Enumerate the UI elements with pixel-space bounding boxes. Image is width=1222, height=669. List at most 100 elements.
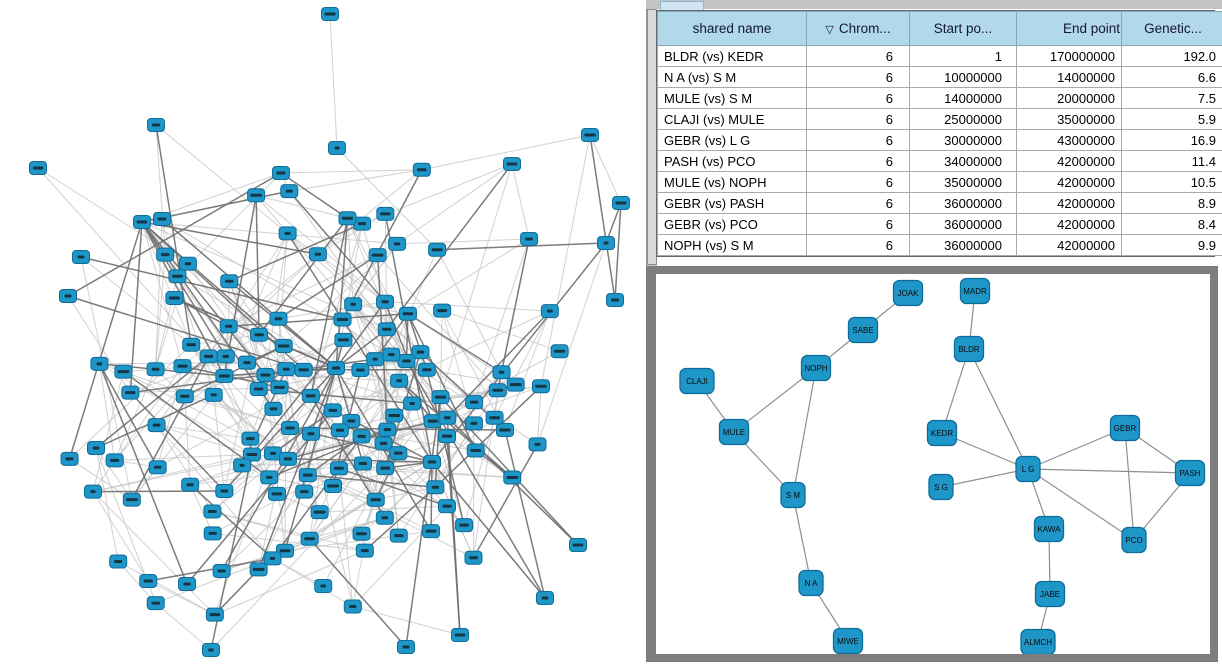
network-node[interactable] [277, 362, 296, 377]
network-node[interactable] [378, 422, 397, 437]
network-node[interactable] [330, 423, 349, 438]
network-edge-SM-NA[interactable] [792, 494, 812, 584]
network-node[interactable] [87, 441, 105, 455]
sub-network-canvas[interactable]: JOAK MADR SABE BLDR NOPH CLAJI MULE KEDR GEBR L G… [656, 274, 1210, 654]
network-node-SABE[interactable]: SABE [847, 316, 879, 344]
table-row[interactable]: BLDR (vs) KEDR 6 1 170000000 192.0 [657, 45, 1222, 67]
filter-icon[interactable]: ▽ [825, 24, 834, 36]
network-node[interactable] [153, 212, 171, 226]
network-node[interactable] [146, 596, 165, 611]
network-node[interactable] [278, 226, 297, 241]
table-cell[interactable]: 36000000 [909, 213, 1017, 235]
network-node[interactable] [455, 518, 474, 533]
network-edge-SG-LG[interactable] [940, 468, 1029, 488]
network-node-ALMCH[interactable]: ALMCH [1020, 628, 1056, 655]
network-node[interactable] [377, 322, 396, 337]
network-node[interactable] [249, 382, 268, 397]
network-node[interactable] [329, 461, 348, 476]
network-node[interactable] [264, 401, 283, 416]
network-node[interactable] [181, 477, 200, 492]
table-cell[interactable]: GEBR (vs) PASH [657, 192, 807, 214]
table-cell[interactable]: 8.4 [1121, 213, 1222, 235]
network-node[interactable] [355, 543, 374, 558]
network-node[interactable] [569, 538, 587, 552]
network-node[interactable] [385, 408, 404, 423]
table-top-scrollbar-track[interactable] [646, 0, 1222, 9]
table-cell[interactable]: 6 [806, 150, 910, 172]
table-cell[interactable]: 14000000 [909, 87, 1017, 109]
table-row[interactable]: PASH (vs) PCO 6 34000000 42000000 11.4 [657, 150, 1222, 172]
network-node[interactable] [581, 128, 599, 142]
network-node[interactable] [343, 599, 362, 614]
network-node[interactable] [215, 369, 234, 384]
network-node-LG[interactable]: L G [1015, 455, 1041, 483]
network-node[interactable] [121, 385, 140, 400]
table-cell[interactable]: 20000000 [1016, 87, 1122, 109]
network-node-KAWA[interactable]: KAWA [1033, 515, 1065, 543]
table-cell[interactable]: MULE (vs) S M [657, 87, 807, 109]
network-node[interactable] [451, 628, 469, 642]
network-node[interactable] [105, 453, 124, 468]
network-node[interactable] [389, 528, 408, 543]
network-node[interactable] [301, 388, 320, 403]
table-row[interactable]: GEBR (vs) PCO 6 36000000 42000000 8.4 [657, 213, 1222, 235]
network-node[interactable] [506, 377, 525, 392]
network-node[interactable] [263, 551, 282, 566]
network-node[interactable] [109, 554, 128, 569]
column-header-endpoint[interactable]: End point [1016, 11, 1122, 46]
network-node[interactable] [173, 359, 192, 374]
network-node[interactable] [520, 231, 539, 246]
network-node[interactable] [168, 269, 187, 284]
network-edge-BLDR-LG[interactable] [968, 348, 1029, 470]
table-cell[interactable]: 6 [806, 66, 910, 88]
network-edge-BLDR-KEDR[interactable] [941, 348, 970, 434]
network-node[interactable] [122, 492, 141, 507]
network-node[interactable] [269, 311, 288, 326]
network-node[interactable] [352, 526, 371, 541]
network-node-GEBR[interactable]: GEBR [1109, 414, 1141, 442]
network-node[interactable] [503, 157, 521, 171]
network-node[interactable] [249, 562, 268, 577]
table-cell[interactable]: PASH (vs) PCO [657, 150, 807, 172]
network-node[interactable] [397, 640, 415, 654]
network-node[interactable] [376, 461, 395, 476]
network-node[interactable] [212, 563, 231, 578]
network-node[interactable] [597, 236, 615, 250]
network-node[interactable] [294, 362, 313, 377]
table-cell[interactable]: NOPH (vs) S M [657, 234, 807, 256]
network-node[interactable] [133, 215, 151, 229]
table-cell[interactable]: N A (vs) S M [657, 66, 807, 88]
network-node[interactable] [412, 162, 431, 177]
network-node[interactable] [274, 338, 293, 353]
table-cell[interactable]: 42000000 [1016, 234, 1122, 256]
table-cell[interactable]: BLDR (vs) KEDR [657, 45, 807, 67]
network-node[interactable] [344, 297, 363, 312]
network-node[interactable] [237, 355, 256, 370]
column-header-chrom[interactable]: ▽ Chrom... [806, 11, 910, 46]
table-cell[interactable]: 6 [806, 108, 910, 130]
network-node[interactable] [612, 196, 630, 210]
network-view-main[interactable] [0, 0, 648, 669]
network-node[interactable] [165, 291, 184, 306]
network-node[interactable] [139, 573, 158, 588]
table-row[interactable]: MULE (vs) NOPH 6 35000000 42000000 10.5 [657, 171, 1222, 193]
network-node[interactable] [215, 483, 234, 498]
network-node[interactable] [328, 141, 346, 155]
network-node[interactable] [250, 327, 269, 342]
network-node[interactable] [375, 510, 394, 525]
network-node[interactable] [428, 242, 447, 257]
table-cell[interactable]: 9.9 [1121, 234, 1222, 256]
table-cell[interactable]: 192.0 [1121, 45, 1222, 67]
network-node-PCO[interactable]: PCO [1121, 526, 1147, 554]
network-node[interactable] [83, 484, 102, 499]
table-cell[interactable]: 16.9 [1121, 129, 1222, 151]
table-cell[interactable]: 6.6 [1121, 66, 1222, 88]
network-node[interactable] [327, 361, 345, 375]
table-cell[interactable]: 36000000 [909, 234, 1017, 256]
network-node-JOAK[interactable]: JOAK [892, 279, 924, 307]
network-node[interactable] [146, 362, 165, 377]
network-node[interactable] [338, 211, 357, 226]
network-node[interactable] [281, 421, 299, 435]
network-node[interactable] [219, 319, 238, 334]
table-cell[interactable]: GEBR (vs) L G [657, 129, 807, 151]
